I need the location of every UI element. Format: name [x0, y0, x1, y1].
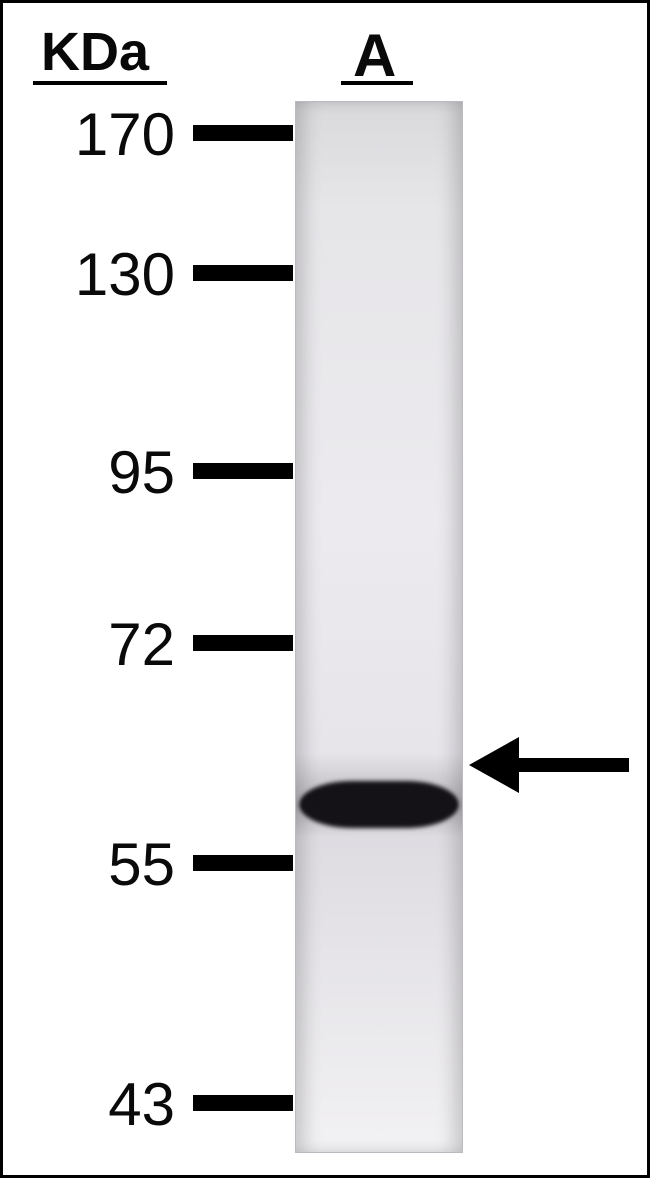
band-arrow-icon	[469, 737, 629, 793]
marker-label: 55	[108, 830, 175, 899]
lane-a	[295, 101, 463, 1153]
marker-tick	[193, 1095, 293, 1111]
lane-label-text: A	[353, 22, 396, 89]
marker-label: 43	[108, 1070, 175, 1139]
marker-tick	[193, 125, 293, 141]
kda-text: KDa	[41, 22, 149, 82]
lane-label-underline	[341, 81, 413, 85]
marker-label: 72	[108, 610, 175, 679]
kda-underline	[33, 81, 167, 85]
marker-tick	[193, 265, 293, 281]
marker-label: 130	[75, 240, 175, 309]
marker-tick	[193, 855, 293, 871]
target-band	[299, 781, 458, 828]
marker-tick	[193, 635, 293, 651]
kda-unit-label: KDa	[41, 21, 149, 83]
marker-label: 95	[108, 438, 175, 507]
marker-tick	[193, 463, 293, 479]
lane-label-a: A	[353, 21, 396, 90]
blot-figure: KDa A 170 130 95 72 55 43	[0, 0, 650, 1178]
lane-background	[296, 102, 462, 1152]
marker-label: 170	[75, 100, 175, 169]
